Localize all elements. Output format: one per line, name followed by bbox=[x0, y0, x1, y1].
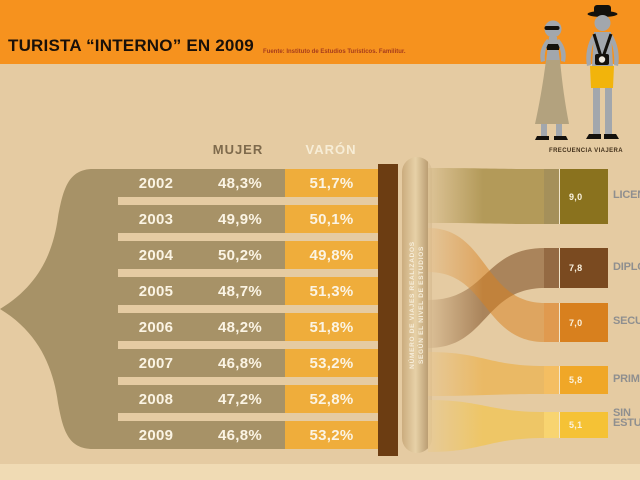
source-note: Fuente: Instituto de Estudios Turísticos… bbox=[263, 49, 406, 55]
hat-icon bbox=[587, 11, 618, 17]
varon-cell: 51,3% bbox=[309, 282, 354, 300]
year-cell: 2007 bbox=[138, 354, 174, 372]
edu-divider bbox=[559, 303, 560, 342]
edu-value: 5,1 bbox=[569, 420, 583, 430]
edu-strip bbox=[544, 248, 559, 288]
bikini-top bbox=[546, 44, 560, 50]
mujer-cell: 48,7% bbox=[217, 282, 263, 300]
year-cell: 2005 bbox=[138, 282, 174, 300]
edu-label-primarios: PRIMARIOS bbox=[613, 373, 640, 385]
long-skirt bbox=[535, 60, 569, 124]
edu-value: 9,0 bbox=[569, 191, 583, 202]
edu-strip bbox=[544, 412, 559, 438]
footer-band bbox=[0, 464, 640, 480]
tourists-illustration bbox=[535, 5, 619, 140]
varon-cell: 51,7% bbox=[309, 174, 354, 192]
header-band bbox=[0, 0, 640, 64]
man-figure bbox=[586, 5, 619, 139]
year-cell: 2009 bbox=[138, 426, 174, 444]
table-row: 2009 46,8% 53,2% bbox=[117, 421, 378, 449]
divider-bar bbox=[378, 164, 398, 456]
edu-block-diplomados: 7,8 bbox=[544, 248, 608, 288]
edu-block-secundarios: 7,0 bbox=[544, 303, 608, 342]
mujer-cell: 49,9% bbox=[217, 210, 263, 228]
column-header-varon: VARÓN bbox=[305, 142, 357, 157]
mujer-cell: 46,8% bbox=[217, 426, 263, 444]
varon-cell: 52,8% bbox=[309, 390, 354, 408]
axis-bar: NÚMERO DE VIAJES REALIZADOS SEGÚN EL NIV… bbox=[402, 157, 432, 453]
years-brace-shape bbox=[0, 169, 118, 449]
varon-cell: 50,1% bbox=[309, 210, 354, 228]
column-header-mujer: MUJER bbox=[212, 142, 264, 157]
year-cell: 2002 bbox=[138, 174, 174, 192]
edu-label-sin-estudios: SIN ESTUDIOS bbox=[613, 407, 640, 430]
mujer-cell: 50,2% bbox=[217, 246, 263, 264]
edu-block-sin-estudios: 5,1 bbox=[544, 412, 608, 438]
edu-label-secundarios: SECUNDARIOS bbox=[613, 315, 640, 327]
table-row: 2004 50,2% 49,8% bbox=[117, 241, 378, 269]
varon-cell: 51,8% bbox=[309, 318, 354, 336]
mujer-cell: 47,2% bbox=[217, 390, 263, 408]
year-cell: 2004 bbox=[138, 246, 174, 264]
flow-fade-overlay bbox=[428, 160, 483, 460]
edu-label-licenciados: LICENCIADOS bbox=[613, 189, 640, 201]
yellow-shorts bbox=[590, 66, 614, 88]
mujer-cell: 46,8% bbox=[217, 354, 263, 372]
table-row: 2005 48,7% 51,3% bbox=[117, 277, 378, 305]
table-row: 2008 47,2% 52,8% bbox=[117, 385, 378, 413]
year-cell: 2006 bbox=[138, 318, 174, 336]
edu-block-primarios: 5,8 bbox=[544, 366, 608, 394]
edu-divider bbox=[559, 248, 560, 288]
edu-block-licenciados: 9,0 bbox=[544, 169, 608, 224]
edu-strip bbox=[544, 303, 559, 342]
sunglasses-icon bbox=[544, 26, 560, 30]
year-cell: 2008 bbox=[138, 390, 174, 408]
page-title: TURISTA “INTERNO” EN 2009 bbox=[8, 36, 254, 55]
edu-value: 7,8 bbox=[569, 263, 583, 273]
varon-cell: 49,8% bbox=[309, 246, 354, 264]
axis-bar-label: NÚMERO DE VIAJES REALIZADOS SEGÚN EL NIV… bbox=[409, 241, 425, 369]
varon-cell: 53,2% bbox=[309, 354, 354, 372]
edu-divider bbox=[559, 412, 560, 438]
table-row: 2003 49,9% 50,1% bbox=[117, 205, 378, 233]
mujer-cell: 48,2% bbox=[217, 318, 263, 336]
illustration-caption: FRECUENCIA VIAJERA bbox=[549, 148, 623, 154]
edu-strip bbox=[544, 169, 559, 224]
table-row: 2006 48,2% 51,8% bbox=[117, 313, 378, 341]
edu-divider bbox=[559, 169, 560, 224]
edu-value: 5,8 bbox=[569, 375, 583, 385]
year-cell: 2003 bbox=[138, 210, 174, 228]
mujer-cell: 48,3% bbox=[217, 174, 263, 192]
varon-cell: 53,2% bbox=[309, 426, 354, 444]
edu-strip bbox=[544, 366, 559, 394]
table-row: 2007 46,8% 53,2% bbox=[117, 349, 378, 377]
edu-value: 7,0 bbox=[569, 317, 583, 328]
edu-label-diplomados: DIPLOMADOS bbox=[613, 261, 640, 273]
table-row: 2002 48,3% 51,7% bbox=[117, 169, 378, 197]
edu-divider bbox=[559, 366, 560, 394]
woman-figure bbox=[535, 20, 569, 140]
